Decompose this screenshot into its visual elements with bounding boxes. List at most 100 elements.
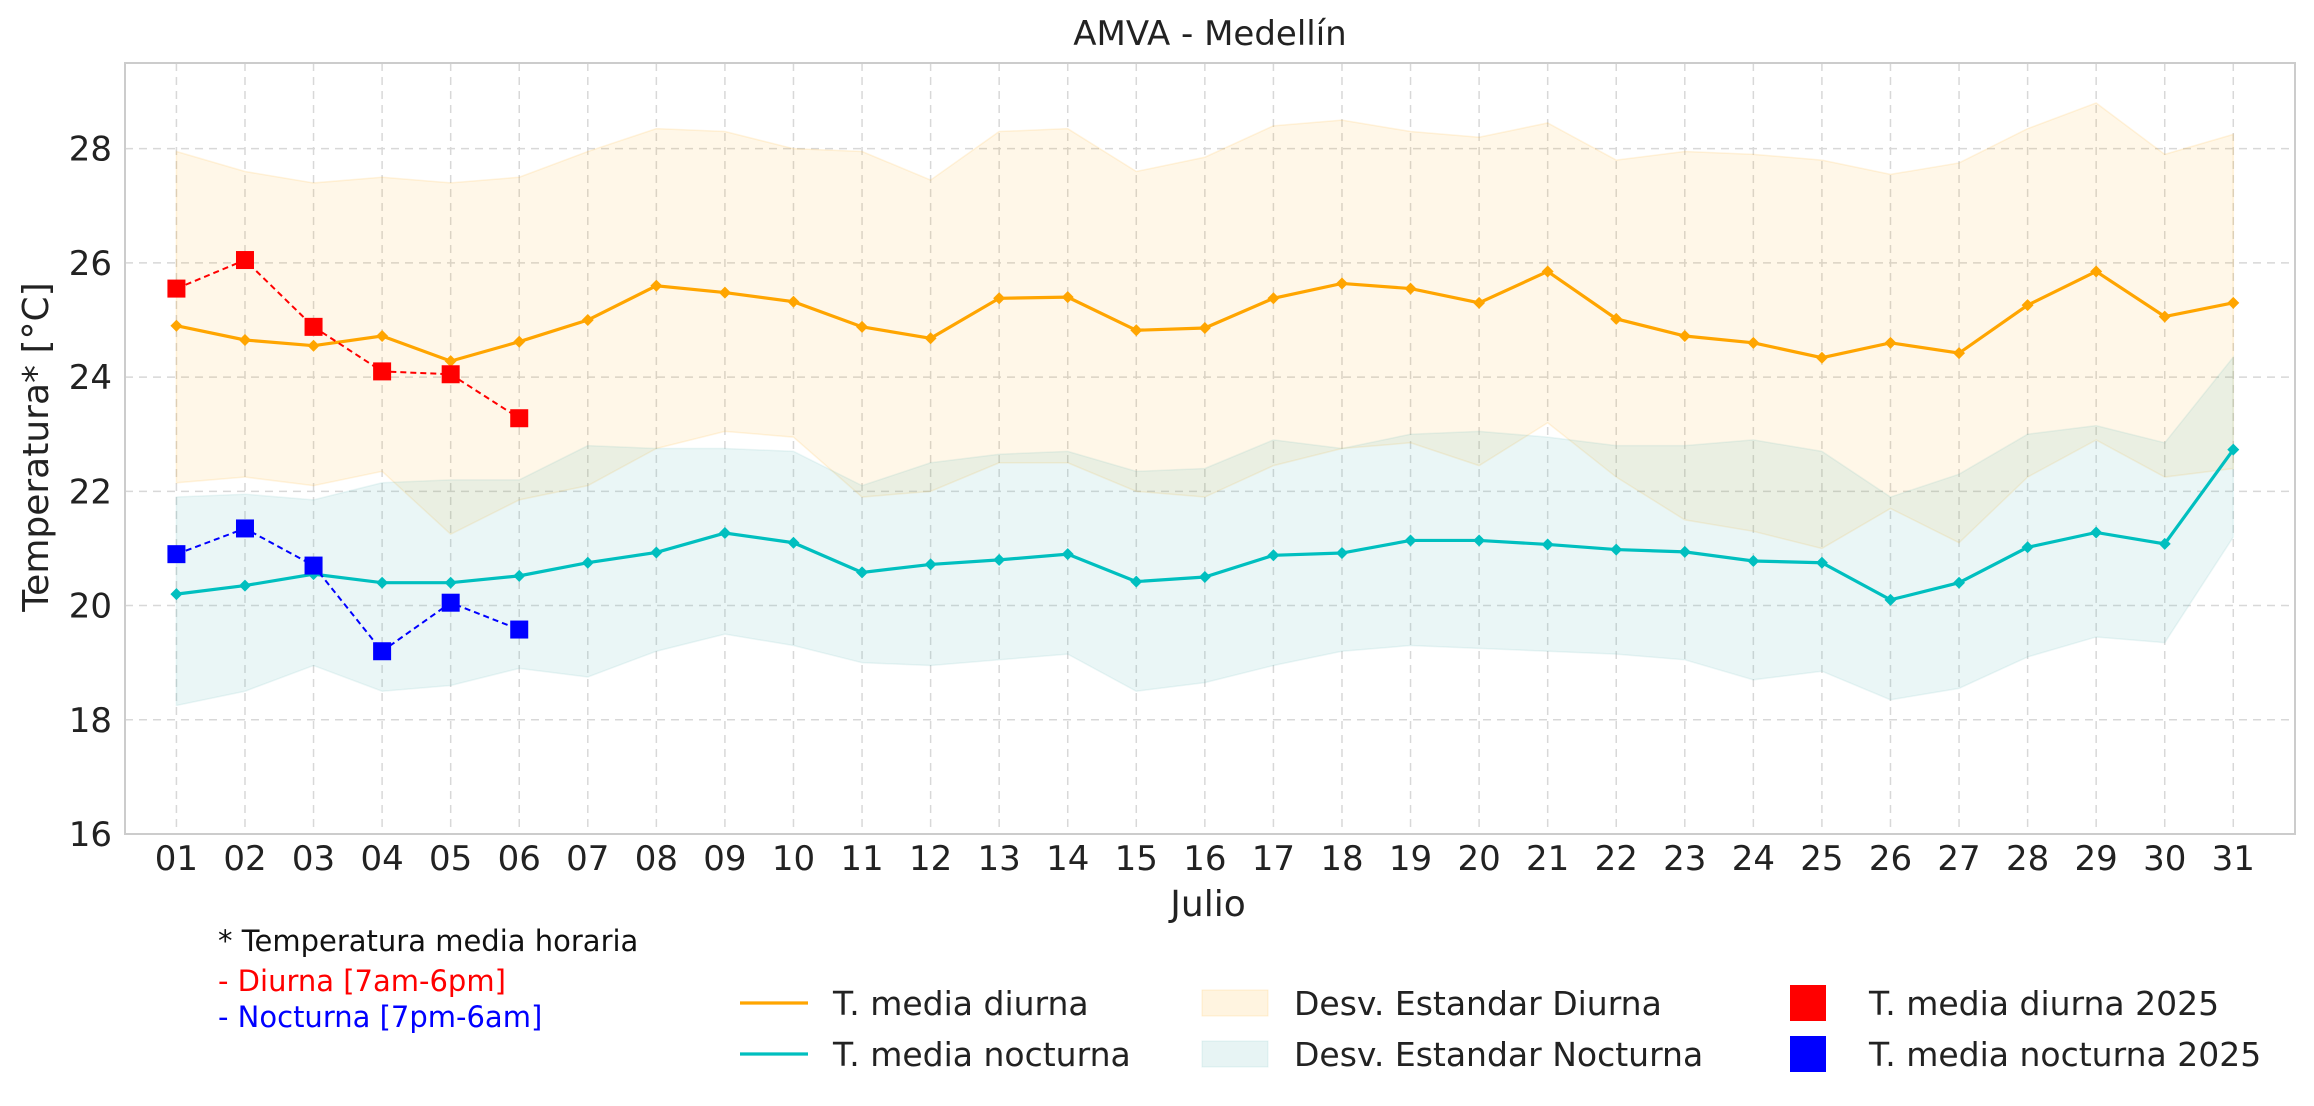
data-point [1678,329,1691,342]
x-tick-label: 09 [703,839,746,879]
data-point [650,279,663,292]
x-tick-label: 17 [1252,839,1295,879]
legend-label: T. media diurna [832,984,1089,1023]
current-year-point [510,620,529,639]
y-tick-label: 22 [69,472,112,512]
x-tick-label: 07 [566,839,609,879]
data-point [718,286,731,299]
x-tick-label: 04 [360,839,403,879]
y-tick-label: 28 [69,130,112,170]
data-point [856,320,869,333]
x-tick-label: 10 [772,839,815,879]
data-point [1267,549,1280,562]
legend-swatch-std-nocturna [1201,1040,1269,1068]
y-tick-label: 26 [69,244,112,284]
x-tick-label: 06 [498,839,541,879]
x-tick-label: 03 [292,839,335,879]
data-point [1884,593,1897,606]
x-tick-label: 22 [1595,839,1638,879]
data-point [1678,545,1691,558]
data-point [2021,299,2034,312]
data-point [444,355,457,368]
data-point [856,566,869,579]
data-point [1815,556,1828,569]
current-year-point [510,409,529,428]
data-point [1953,347,1966,360]
x-tick-label: 19 [1389,839,1432,879]
data-point [1953,576,1966,589]
current-year-point [304,556,323,575]
data-point [2021,541,2034,554]
x-tick-label: 20 [1457,839,1500,879]
legend-label: Desv. Estandar Nocturna [1294,1035,1703,1074]
data-point [376,576,389,589]
data-point [1061,291,1074,304]
x-tick-label: 11 [840,839,883,879]
x-tick-label: 25 [1800,839,1843,879]
data-point [1541,538,1554,551]
data-point [1884,336,1897,349]
data-point [1610,543,1623,556]
x-tick-label: 08 [635,839,678,879]
data-point [307,339,320,352]
x-tick-label: 30 [2143,839,2186,879]
x-tick-label: 12 [909,839,952,879]
std-band [175,354,2235,707]
data-point [993,553,1006,566]
data-point [1130,575,1143,588]
footnote-title: * Temperatura media horaria [218,924,639,958]
legend-label: T. media nocturna [832,1035,1131,1074]
current-year-point [167,545,186,564]
chart-title: AMVA - Medellín [1073,14,1346,54]
y-tick-label: 16 [69,815,112,855]
legend-label: T. media diurna 2025 [1868,984,2219,1023]
x-tick-label: 26 [1869,839,1912,879]
legend-square-nocturna-2025 [1790,1036,1826,1072]
legend-label: T. media nocturna 2025 [1868,1035,2261,1074]
x-axis-label: Julio [1168,884,1245,925]
data-point [581,556,594,569]
x-tick-label: 01 [155,839,198,879]
data-point [238,579,251,592]
data-point [1610,312,1623,325]
current-year-point [373,642,392,661]
x-tick-label: 29 [2075,839,2118,879]
data-point [924,332,937,345]
data-point [1130,324,1143,337]
x-tick-label: 27 [1937,839,1980,879]
x-tick-label: 14 [1046,839,1089,879]
data-point [1198,321,1211,334]
x-tick-label: 23 [1663,839,1706,879]
legend-label: Desv. Estandar Diurna [1294,984,1662,1023]
data-point [924,558,937,571]
y-axis-label: Temperatura* [°C] [16,282,57,612]
x-tick-label: 13 [978,839,1021,879]
data-point [1404,534,1417,547]
data-point [2158,310,2171,323]
x-tick-label: 24 [1732,839,1775,879]
y-tick-label: 24 [69,358,112,398]
data-point [1473,534,1486,547]
data-point [1335,277,1348,290]
data-point [170,319,183,332]
data-point [2227,443,2240,456]
x-tick-label: 02 [223,839,266,879]
current-year-line [176,527,520,653]
data-point [1061,548,1074,561]
x-tick-label: 28 [2006,839,2049,879]
current-year-point [441,593,460,612]
data-point [581,314,594,326]
data-point [444,576,457,589]
data-point [2227,296,2240,309]
data-point [1404,282,1417,295]
current-year-point [304,317,323,336]
x-tick-label: 21 [1526,839,1569,879]
plot-area: 01 02 03 04 05 06 07 08 09 10 11 12 13 14 15 16 17 18 19 20… [69,62,2296,879]
y-tick-label: 20 [69,587,112,627]
data-point [1473,296,1486,309]
data-point [513,335,526,348]
legend: T. media diurna T. media nocturna Desv. Es… [740,984,2261,1074]
data-point [787,295,800,308]
data-point [376,329,389,342]
x-tick-label: 15 [1115,839,1158,879]
